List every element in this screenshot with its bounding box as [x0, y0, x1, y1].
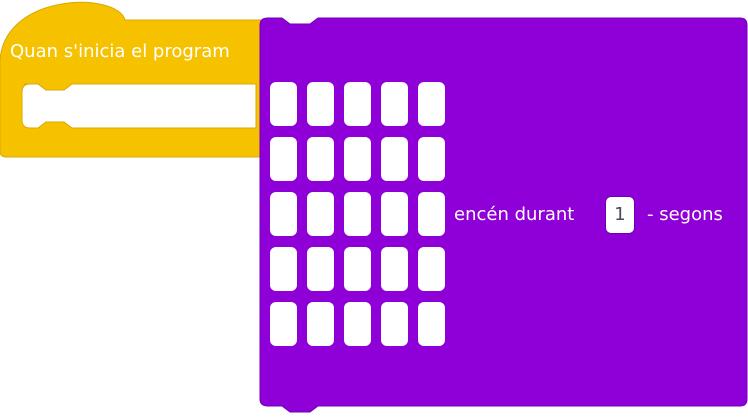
led-toggle[interactable]	[307, 82, 334, 126]
led-toggle[interactable]	[270, 137, 297, 181]
led-grid	[270, 82, 446, 346]
duration-prefix-label: encén durant	[454, 204, 575, 225]
led-toggle[interactable]	[381, 192, 408, 236]
led-toggle[interactable]	[418, 247, 445, 291]
led-toggle[interactable]	[344, 137, 371, 181]
led-toggle[interactable]	[270, 192, 297, 236]
led-toggle[interactable]	[418, 137, 445, 181]
on-start-block-shape	[0, 1, 273, 158]
led-toggle[interactable]	[381, 82, 408, 126]
led-toggle[interactable]	[344, 302, 371, 346]
led-toggle[interactable]	[381, 247, 408, 291]
duration-input[interactable]: 1	[605, 196, 635, 234]
led-toggle[interactable]	[381, 302, 408, 346]
led-toggle[interactable]	[344, 82, 371, 126]
led-toggle[interactable]	[270, 82, 297, 126]
led-toggle[interactable]	[344, 247, 371, 291]
led-toggle[interactable]	[307, 247, 334, 291]
led-toggle[interactable]	[270, 302, 297, 346]
led-toggle[interactable]	[307, 302, 334, 346]
on-start-label: Quan s'inicia el program	[10, 41, 230, 62]
led-toggle[interactable]	[418, 192, 445, 236]
duration-suffix-label: - segons	[647, 204, 723, 225]
led-toggle[interactable]	[344, 192, 371, 236]
led-toggle[interactable]	[418, 302, 445, 346]
led-toggle[interactable]	[307, 137, 334, 181]
led-toggle[interactable]	[307, 192, 334, 236]
led-toggle[interactable]	[381, 137, 408, 181]
led-toggle[interactable]	[418, 82, 445, 126]
led-toggle[interactable]	[270, 247, 297, 291]
